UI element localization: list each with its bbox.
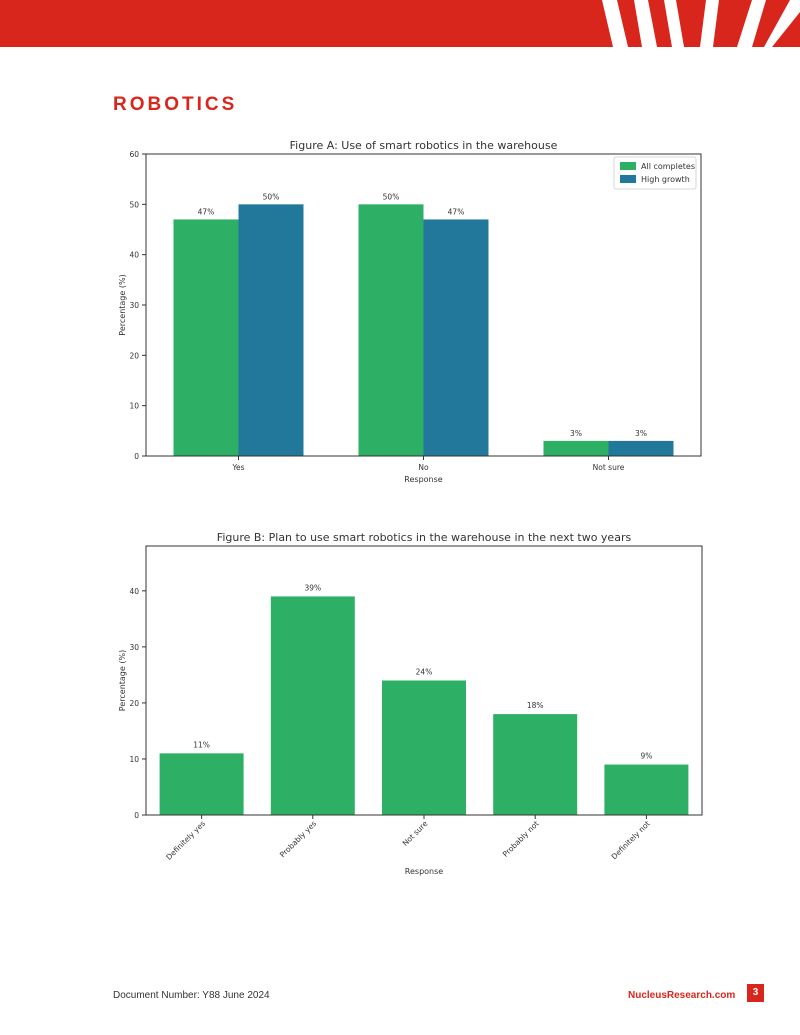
x-tick-label: Probably not (501, 819, 541, 859)
x-tick-label: Yes (231, 463, 244, 472)
bar-all-completes (543, 440, 609, 456)
x-tick-label: Definitely not (610, 819, 652, 861)
plot-frame (145, 153, 702, 457)
data-label: 11% (193, 740, 210, 749)
header-band (0, 0, 800, 47)
y-tick-label: 40 (129, 251, 139, 260)
bar-all-completes (173, 219, 239, 456)
website-link[interactable]: NucleusResearch.com (628, 990, 736, 1001)
data-label: 50% (383, 192, 400, 201)
x-tick-label: Definitely yes (164, 819, 207, 862)
x-axis-label: Response (405, 867, 444, 876)
data-label: 9% (640, 752, 652, 761)
x-tick-label: Probably yes (278, 819, 318, 859)
x-tick-label: Not sure (593, 463, 625, 472)
y-tick-label: 0 (134, 811, 139, 820)
legend-swatch (620, 175, 636, 183)
y-tick-label: 20 (129, 351, 139, 360)
legend-label: High growth (641, 175, 690, 184)
y-tick-label: 30 (129, 643, 139, 652)
section-title: ROBOTICS (113, 94, 238, 115)
y-tick-label: 10 (129, 755, 139, 764)
data-label: 3% (570, 429, 582, 438)
y-tick-label: 0 (134, 452, 139, 461)
figure-b-chart: Figure B: Plan to use smart robotics in … (118, 531, 703, 876)
bar (270, 596, 355, 815)
data-label: 47% (198, 207, 215, 216)
bar-high-growth (423, 219, 489, 456)
bar (493, 714, 578, 815)
data-label: 3% (635, 429, 647, 438)
y-tick-label: 30 (129, 301, 139, 310)
chart-title: Figure B: Plan to use smart robotics in … (217, 531, 632, 544)
plot-frame (145, 545, 703, 816)
x-tick-label: Not sure (401, 819, 430, 848)
bar-high-growth (608, 440, 674, 456)
page-number-badge: 3 (747, 984, 764, 1002)
data-label: 50% (263, 192, 280, 201)
bar (382, 680, 466, 815)
header-stripes-decoration (602, 0, 800, 47)
y-tick-label: 20 (129, 699, 139, 708)
bar-high-growth (238, 204, 304, 456)
bar-all-completes (358, 204, 424, 456)
data-label: 39% (304, 583, 321, 592)
y-tick-label: 60 (129, 150, 139, 159)
data-label: 24% (416, 668, 433, 677)
chart-title: Figure A: Use of smart robotics in the w… (290, 139, 558, 152)
legend-swatch (620, 162, 636, 170)
x-axis-label: Response (404, 475, 443, 484)
document-number: Document Number: Y88 June 2024 (113, 990, 270, 1001)
y-axis-label: Percentage (%) (118, 274, 127, 335)
legend-label: All completes (641, 162, 695, 171)
x-tick-label: No (418, 463, 429, 472)
data-label: 18% (527, 701, 544, 710)
data-label: 47% (448, 207, 465, 216)
figure-a-chart: Figure A: Use of smart robotics in the w… (118, 139, 702, 484)
y-tick-label: 40 (129, 587, 139, 596)
y-axis-label: Percentage (%) (118, 650, 127, 711)
y-tick-label: 50 (129, 200, 139, 209)
y-tick-label: 10 (129, 402, 139, 411)
bar (604, 764, 689, 815)
bar (159, 753, 244, 815)
